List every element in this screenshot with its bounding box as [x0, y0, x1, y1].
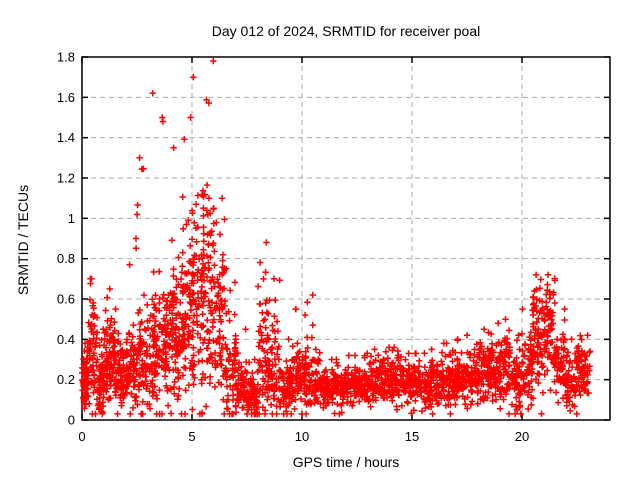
y-tick-label: 1.4 [57, 130, 75, 145]
x-axis-label: GPS time / hours [293, 454, 400, 470]
y-tick-label: 0.2 [57, 372, 75, 387]
plot-border [81, 56, 611, 421]
tick-labels-layer: 0 5 10 15 20 0 0.2 0.4 0.6 0.8 1 1.2 1.4 1.6 1.8 [57, 50, 529, 445]
chart-title: Day 012 of 2024, SRMTID for receiver poa… [212, 23, 480, 39]
y-tick-label: 0 [68, 413, 75, 428]
scatter-points [78, 57, 594, 418]
y-tick-label: 0.4 [57, 332, 75, 347]
y-tick-label: 1.6 [57, 90, 75, 105]
y-axis-label: SRMTID / TECUs [15, 185, 31, 295]
x-tick-label: 0 [78, 429, 85, 444]
y-tick-label: 1.8 [57, 50, 75, 65]
y-tick-label: 1 [68, 211, 75, 226]
y-tick-label: 1.2 [57, 171, 75, 186]
x-tick-label: 10 [295, 429, 309, 444]
y-tick-label: 0.8 [57, 251, 75, 266]
y-tick-label: 0.6 [57, 292, 75, 307]
x-tick-label: 5 [188, 429, 195, 444]
x-tick-label: 20 [515, 429, 529, 444]
x-tick-label: 15 [405, 429, 419, 444]
